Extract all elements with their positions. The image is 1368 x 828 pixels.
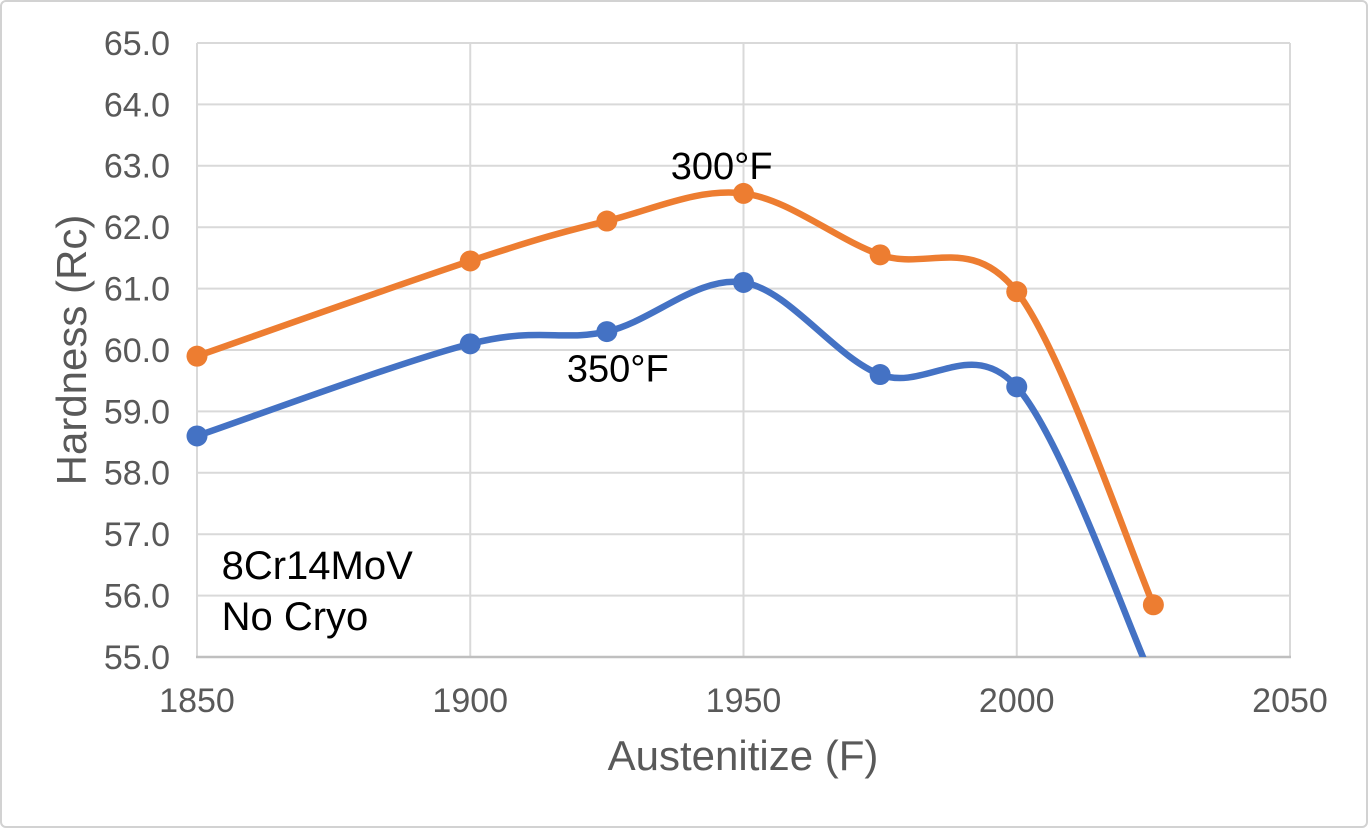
annotations: 300°F 350°F 8Cr14MoV No Cryo <box>222 146 773 639</box>
annotation-series-label-300f: 300°F <box>671 146 773 188</box>
y-tick-label-61: 61.0 <box>104 271 170 309</box>
annotation-cryo-note: No Cryo <box>222 595 369 639</box>
data-point-350°F-1900 <box>459 333 481 355</box>
data-point-350°F-1975 <box>869 364 891 386</box>
data-point-300°F-1900 <box>459 250 481 272</box>
x-tick-label-1950: 1950 <box>706 682 782 720</box>
y-tick-label-65: 65.0 <box>104 25 170 63</box>
annotation-steel-name: 8Cr14MoV <box>222 544 414 588</box>
x-tick-label-2000: 2000 <box>979 682 1055 720</box>
x-tick-label-1850: 1850 <box>159 682 235 720</box>
series-line-300°F <box>193 189 1157 609</box>
x-tick-label-2050: 2050 <box>1252 682 1328 720</box>
y-axis-title: Hardness (Rc) <box>48 215 95 486</box>
data-point-300°F-1925 <box>596 210 618 232</box>
tick-labels: 55.0 56.0 57.0 58.0 59.0 60.0 61.0 62.0 63.0 64.0… <box>104 25 1328 720</box>
series-markers <box>186 182 1164 616</box>
x-axis-title: Austenitize (F) <box>608 732 879 779</box>
y-tick-label-57: 57.0 <box>104 516 170 554</box>
data-point-350°F-2000 <box>1006 376 1028 398</box>
y-tick-label-62: 62.0 <box>104 209 170 247</box>
data-point-300°F-2025 <box>1142 594 1164 616</box>
annotation-series-label-350f: 350°F <box>567 349 669 391</box>
data-point-350°F-1925 <box>596 321 618 343</box>
data-point-300°F-1850 <box>186 345 208 367</box>
y-tick-label-60: 60.0 <box>104 332 170 370</box>
data-point-350°F-1850 <box>186 425 208 447</box>
y-tick-label-55: 55.0 <box>104 639 170 677</box>
data-point-300°F-1950 <box>733 182 754 204</box>
data-point-300°F-2000 <box>1006 281 1028 303</box>
y-tick-label-56: 56.0 <box>104 578 170 616</box>
y-tick-label-63: 63.0 <box>104 148 170 186</box>
y-tick-label-58: 58.0 <box>104 455 170 493</box>
data-point-350°F-1950 <box>733 271 754 293</box>
data-point-300°F-1975 <box>869 244 891 266</box>
y-tick-label-64: 64.0 <box>104 86 170 124</box>
y-tick-label-59: 59.0 <box>104 393 170 431</box>
x-tick-label-1900: 1900 <box>432 682 508 720</box>
